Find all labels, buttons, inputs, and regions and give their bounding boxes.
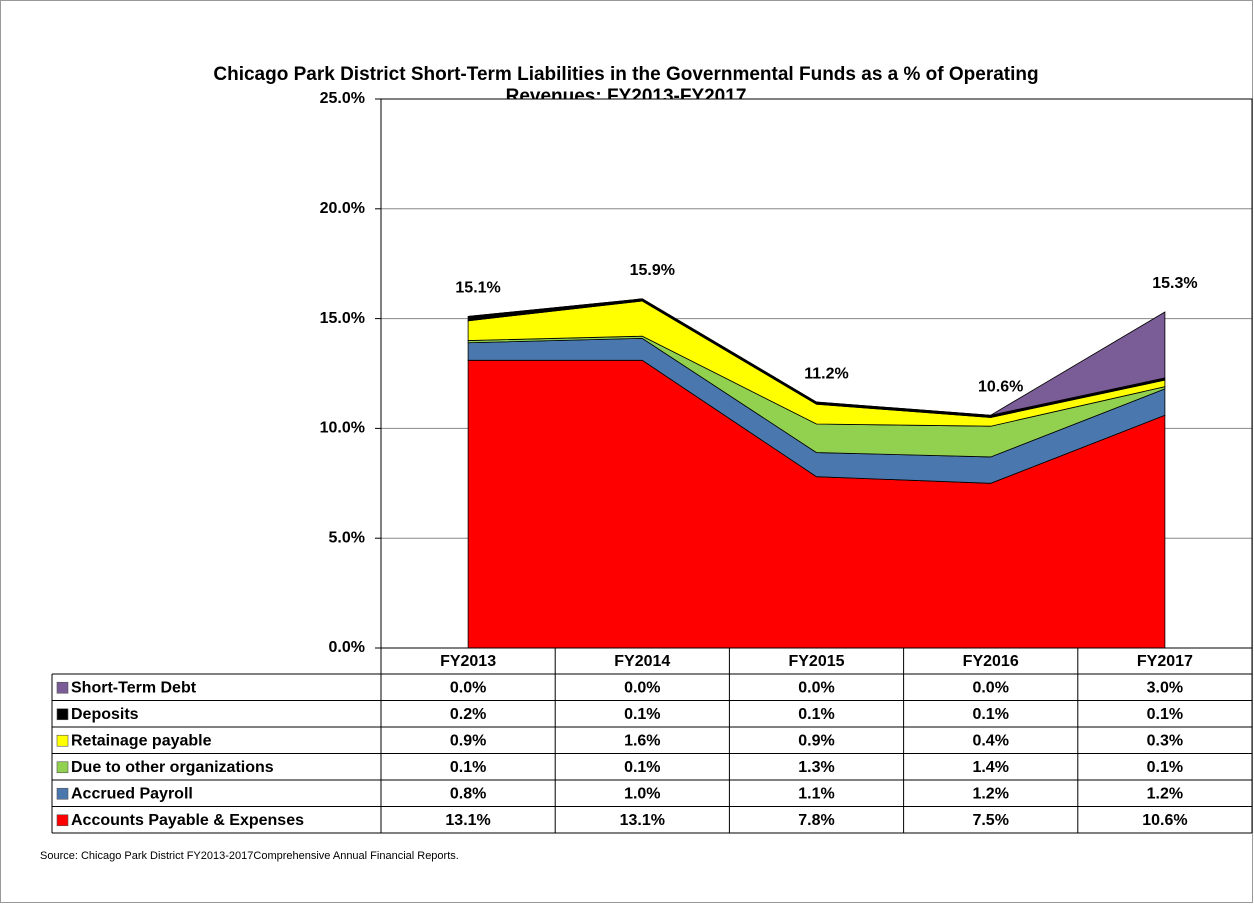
source-note: Source: Chicago Park District FY2013-201… [40,850,459,862]
legend-swatch [56,708,69,721]
table-value: 0.1% [624,706,660,723]
table-value: 1.4% [972,759,1008,776]
total-label: 15.3% [1152,275,1197,292]
x-tick-label: FY2013 [440,653,496,670]
legend-swatch [56,734,69,747]
y-tick-label: 20.0% [320,200,365,217]
table-value: 0.9% [450,732,486,749]
x-tick-label: FY2014 [614,653,670,670]
table-value: 0.2% [450,706,486,723]
x-tick-label: FY2017 [1137,653,1193,670]
total-label: 15.1% [455,280,500,297]
table-value: 0.9% [798,732,834,749]
table-value: 1.2% [1147,785,1183,802]
table-value: 0.0% [972,679,1008,696]
legend-swatch [56,761,69,774]
table-value: 1.3% [798,759,834,776]
table-value: 0.4% [972,732,1008,749]
table-value: 1.6% [624,732,660,749]
table-value: 10.6% [1142,812,1187,829]
table-value: 1.1% [798,785,834,802]
legend-label: Due to other organizations [71,759,274,776]
table-value: 0.8% [450,785,486,802]
table-value: 1.0% [624,785,660,802]
legend-label: Retainage payable [71,732,212,749]
table-value: 0.3% [1147,732,1183,749]
y-tick-label: 10.0% [320,420,365,437]
total-label: 11.2% [804,365,848,382]
table-value: 0.0% [624,679,660,696]
table-value: 0.1% [624,759,660,776]
legend-swatch [56,787,69,800]
table-value: 0.1% [1147,759,1183,776]
legend-label: Short-Term Debt [71,679,197,696]
x-tick-label: FY2016 [963,653,1019,670]
legend-label: Accrued Payroll [71,785,193,802]
y-tick-label: 0.0% [329,639,365,656]
table-value: 0.0% [450,679,486,696]
table-value: 0.1% [1147,706,1183,723]
total-label: 15.9% [630,262,675,279]
total-label: 10.6% [978,378,1023,395]
legend-label: Accounts Payable & Expenses [71,812,304,829]
y-tick-label: 5.0% [329,529,365,546]
table-value: 0.1% [450,759,486,776]
chart-title: Chicago Park District Short-Term Liabili… [213,64,1038,85]
table-value: 13.1% [620,812,665,829]
area [468,298,1166,416]
legend-swatch [56,681,69,694]
y-tick-label: 15.0% [320,310,365,327]
table-value: 0.1% [972,706,1008,723]
table-value: 1.2% [972,785,1008,802]
table-value: 0.0% [798,679,834,696]
table-value: 0.1% [798,706,834,723]
legend-label: Deposits [71,706,139,723]
table-value: 3.0% [1147,679,1183,696]
legend-swatch [56,814,69,827]
table-value: 13.1% [445,812,490,829]
table-value: 7.8% [798,812,834,829]
table-value: 7.5% [972,812,1008,829]
x-tick-label: FY2015 [788,653,844,670]
y-tick-label: 25.0% [320,90,365,107]
